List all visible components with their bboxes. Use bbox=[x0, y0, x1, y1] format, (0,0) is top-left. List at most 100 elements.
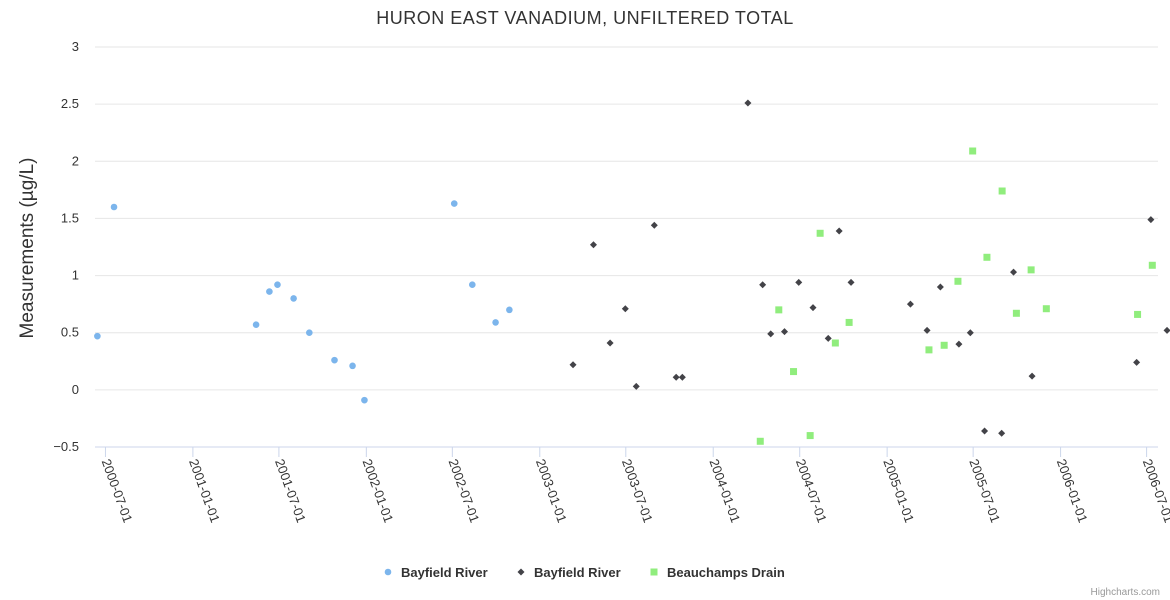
y-tick-label: 1 bbox=[72, 268, 79, 283]
y-tick-label: 0.5 bbox=[61, 325, 79, 340]
x-tick-label: 2004-01-01 bbox=[706, 457, 743, 525]
data-point[interactable] bbox=[845, 318, 853, 326]
data-point[interactable] bbox=[1148, 261, 1156, 269]
data-point[interactable] bbox=[632, 382, 640, 390]
data-point[interactable] bbox=[756, 437, 764, 445]
x-tick-label: 2002-07-01 bbox=[446, 457, 483, 525]
y-tick-label: −0.5 bbox=[53, 439, 79, 454]
x-tick-label: 2004-07-01 bbox=[793, 457, 830, 525]
x-axis-ticks: 2000-07-01 2001-01-01 2001-07-01 2002-01-01… bbox=[99, 447, 1170, 525]
data-point[interactable] bbox=[847, 278, 855, 286]
data-point[interactable] bbox=[274, 281, 281, 289]
data-point[interactable] bbox=[469, 281, 476, 289]
data-point[interactable] bbox=[266, 288, 273, 295]
y-tick-label: 1.5 bbox=[61, 210, 79, 225]
data-point[interactable] bbox=[781, 328, 789, 336]
data-point[interactable] bbox=[998, 187, 1006, 195]
data-point[interactable] bbox=[650, 221, 658, 229]
data-point[interactable] bbox=[1028, 372, 1036, 380]
data-point[interactable] bbox=[506, 306, 513, 314]
data-point[interactable] bbox=[1134, 310, 1142, 318]
legend: Bayfield River Bayfield River Beauchamps D… bbox=[384, 565, 785, 580]
data-point[interactable] bbox=[621, 305, 629, 313]
chart-title: HURON EAST VANADIUM, UNFILTERED TOTAL bbox=[376, 8, 794, 28]
y-tick-label: 2.5 bbox=[61, 96, 79, 111]
x-tick-label: 2005-01-01 bbox=[880, 457, 917, 525]
data-point[interactable] bbox=[906, 300, 914, 308]
legend-label[interactable]: Bayfield River bbox=[401, 565, 488, 580]
data-point[interactable] bbox=[998, 429, 1006, 437]
data-point[interactable] bbox=[492, 319, 499, 326]
data-point[interactable] bbox=[1012, 309, 1020, 317]
data-point[interactable] bbox=[795, 278, 803, 286]
data-point[interactable] bbox=[759, 281, 767, 289]
series-2 bbox=[569, 99, 1170, 437]
data-point[interactable] bbox=[767, 330, 775, 338]
data-point[interactable] bbox=[589, 241, 597, 249]
data-point[interactable] bbox=[1147, 216, 1155, 224]
x-tick-label: 2006-01-01 bbox=[1054, 457, 1091, 525]
plot-area bbox=[94, 99, 1170, 445]
x-tick-label: 2003-01-01 bbox=[533, 457, 570, 525]
data-point[interactable] bbox=[569, 361, 577, 369]
x-tick-label: 2001-01-01 bbox=[186, 457, 223, 525]
data-point[interactable] bbox=[1042, 305, 1050, 313]
data-point[interactable] bbox=[331, 356, 338, 364]
data-point[interactable] bbox=[775, 306, 783, 314]
data-point[interactable] bbox=[824, 334, 832, 342]
y-tick-label: 3 bbox=[72, 39, 79, 54]
data-point[interactable] bbox=[923, 326, 931, 334]
data-point[interactable] bbox=[936, 283, 944, 291]
data-point[interactable] bbox=[252, 321, 260, 329]
x-tick-label: 2006-07-01 bbox=[1140, 457, 1170, 525]
data-point[interactable] bbox=[349, 362, 356, 370]
data-point[interactable] bbox=[306, 329, 313, 337]
data-point[interactable] bbox=[606, 339, 614, 347]
data-point[interactable] bbox=[831, 339, 839, 347]
data-point[interactable] bbox=[925, 346, 933, 354]
y-tick-label: 0 bbox=[72, 382, 79, 397]
data-point[interactable] bbox=[1027, 266, 1035, 274]
data-point[interactable] bbox=[110, 203, 118, 211]
legend-symbol[interactable] bbox=[650, 568, 658, 576]
data-point[interactable] bbox=[678, 373, 686, 381]
data-point[interactable] bbox=[816, 229, 824, 237]
data-point[interactable] bbox=[672, 373, 680, 381]
data-point[interactable] bbox=[450, 200, 458, 207]
y-tick-label: 2 bbox=[72, 153, 79, 168]
x-tick-label: 2002-01-01 bbox=[360, 457, 397, 525]
data-point[interactable] bbox=[806, 432, 814, 440]
data-point[interactable] bbox=[1133, 358, 1141, 366]
data-point[interactable] bbox=[809, 304, 817, 312]
data-point[interactable] bbox=[835, 227, 843, 235]
data-point[interactable] bbox=[966, 329, 974, 337]
legend-item[interactable]: Bayfield River bbox=[384, 565, 488, 580]
legend-label[interactable]: Bayfield River bbox=[534, 565, 621, 580]
y-axis-ticks: 3 2.5 2 1.5 1 0.5 0 −0.5 bbox=[53, 39, 79, 454]
legend-symbol[interactable] bbox=[517, 568, 525, 576]
data-point[interactable] bbox=[1163, 326, 1170, 334]
legend-item[interactable]: Beauchamps Drain bbox=[650, 565, 785, 580]
series-1 bbox=[94, 200, 513, 404]
legend-label[interactable]: Beauchamps Drain bbox=[667, 565, 785, 580]
x-tick-label: 2003-07-01 bbox=[619, 457, 656, 525]
x-tick-label: 2000-07-01 bbox=[99, 457, 136, 525]
data-point[interactable] bbox=[954, 277, 962, 285]
credits-link[interactable]: Highcharts.com bbox=[1091, 587, 1160, 598]
data-point[interactable] bbox=[790, 368, 798, 376]
data-point[interactable] bbox=[983, 253, 991, 261]
y-axis-label: Measurements (µg/L) bbox=[17, 158, 38, 339]
data-point[interactable] bbox=[94, 332, 101, 340]
data-point[interactable] bbox=[361, 396, 368, 404]
data-point[interactable] bbox=[744, 99, 752, 107]
data-point[interactable] bbox=[981, 427, 989, 435]
data-point[interactable] bbox=[940, 341, 948, 349]
data-point[interactable] bbox=[969, 147, 977, 155]
legend-item[interactable]: Bayfield River bbox=[517, 565, 621, 580]
series-3 bbox=[756, 147, 1156, 445]
data-point[interactable] bbox=[1010, 268, 1018, 276]
legend-symbol[interactable] bbox=[384, 568, 392, 576]
data-point[interactable] bbox=[955, 340, 963, 348]
data-point[interactable] bbox=[290, 295, 297, 302]
